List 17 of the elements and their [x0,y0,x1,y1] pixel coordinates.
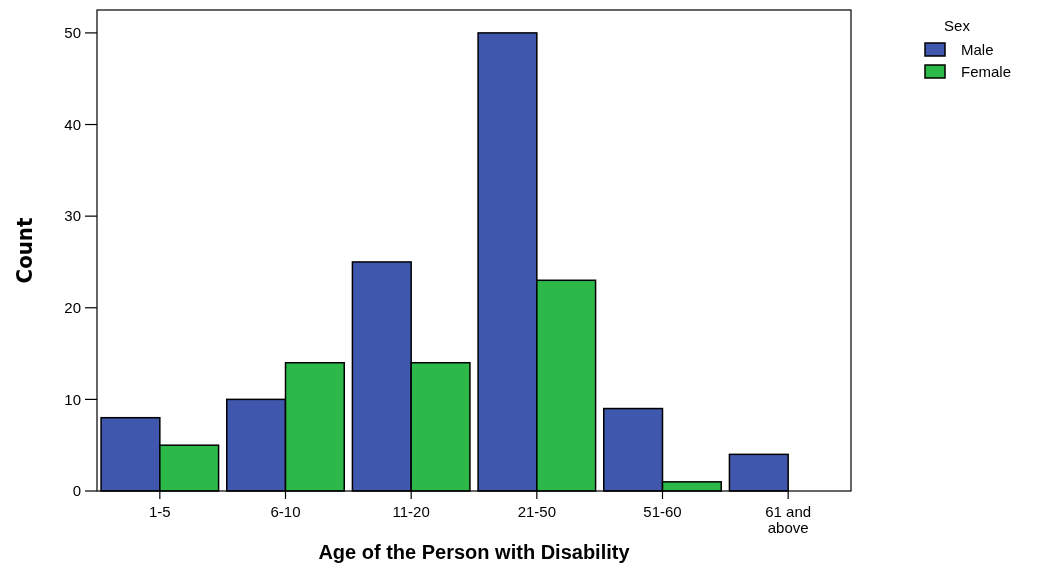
legend-label: Male [961,41,994,59]
x-tick-label: 6-10 [270,503,301,520]
legend-label: Female [961,63,1012,81]
y-tick-label: 20 [64,299,81,317]
y-axis-title: Count [12,217,37,284]
x-tick-label: 21-50 [517,503,557,520]
y-tick-label: 50 [64,24,81,42]
x-tick-label: 61 and above [765,503,812,536]
x-axis-title: Age of the Person with Disability [318,541,631,563]
y-tick-label: 0 [72,482,81,500]
y-tick-label: 30 [64,207,81,225]
y-tick-label: 40 [64,115,81,133]
legend-title: Sex [944,17,971,34]
x-tick-label: 11-20 [392,503,430,520]
y-tick-label: 10 [64,390,81,408]
x-tick-label: 1-5 [148,503,171,520]
x-tick-label: 51-60 [643,503,682,520]
